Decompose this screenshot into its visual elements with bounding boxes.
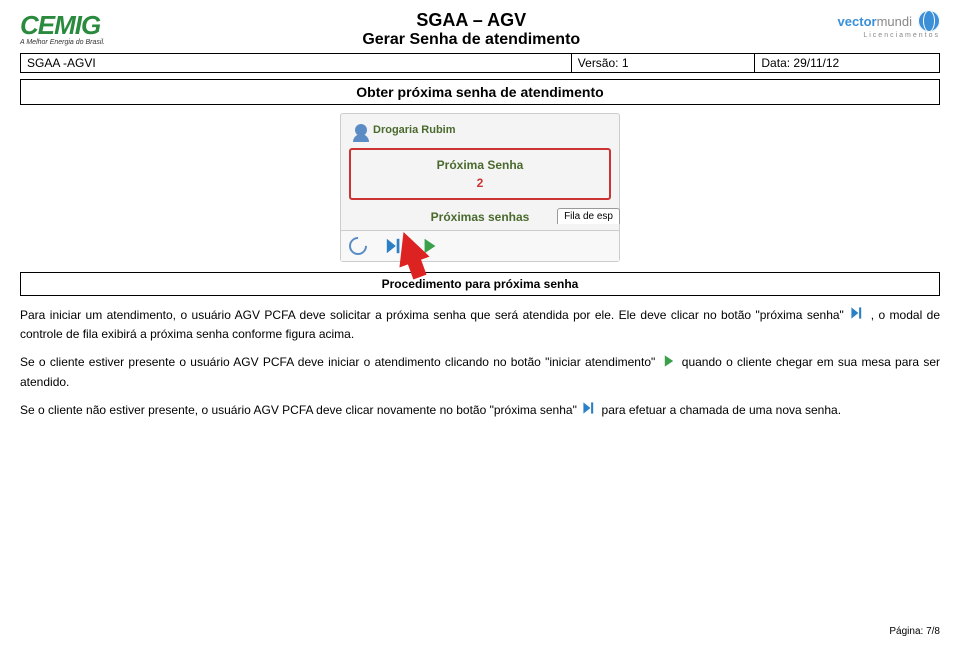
- start-inline-icon: [662, 354, 676, 373]
- proxima-senha-number: 2: [351, 176, 609, 190]
- page-header: CEMIG A Melhor Energia do Brasil. SGAA –…: [20, 10, 940, 49]
- screenshot-region: Drogaria Rubim Próxima Senha 2 Próximas …: [20, 113, 940, 262]
- meta-version: Versão: 1: [572, 54, 756, 72]
- refresh-icon[interactable]: [345, 233, 370, 258]
- vector-word: vector: [838, 14, 877, 29]
- title-line-1: SGAA – AGV: [105, 10, 838, 31]
- title-line-2: Gerar Senha de atendimento: [105, 31, 838, 49]
- meta-system: SGAA -AGVI: [21, 54, 572, 72]
- logo-right: vectormundi Licenciamentos: [838, 10, 940, 39]
- proxima-senha-label: Próxima Senha: [351, 158, 609, 172]
- user-row: Drogaria Rubim: [341, 120, 619, 140]
- app-panel: Drogaria Rubim Próxima Senha 2 Próximas …: [340, 113, 620, 262]
- p1-text-a: Para iniciar um atendimento, o usuário A…: [20, 308, 848, 322]
- p3-text-a: Se o cliente não estiver presente, o usu…: [20, 403, 580, 417]
- logo-left: CEMIG A Melhor Energia do Brasil.: [20, 10, 105, 46]
- meta-row: SGAA -AGVI Versão: 1 Data: 29/11/12: [20, 53, 940, 73]
- proxima-senha-box: Próxima Senha 2: [349, 148, 611, 200]
- cemig-tagline: A Melhor Energia do Brasil.: [20, 39, 105, 46]
- cemig-logo-text: CEMIG: [20, 10, 100, 41]
- next-senha-inline-icon: [850, 306, 864, 325]
- paragraph-2: Se o cliente estiver presente o usuário …: [20, 353, 940, 390]
- red-arrow-annotation: [388, 226, 429, 267]
- mundi-word: mundi: [877, 14, 912, 29]
- user-icon: [355, 124, 367, 136]
- next-senha-inline-icon-2: [582, 401, 596, 420]
- section-title: Obter próxima senha de atendimento: [20, 79, 940, 105]
- doc-title: SGAA – AGV Gerar Senha de atendimento: [105, 10, 838, 49]
- meta-date: Data: 29/11/12: [755, 54, 939, 72]
- fila-tab[interactable]: Fila de esp: [557, 208, 620, 224]
- p3-text-b: para efetuar a chamada de uma nova senha…: [602, 403, 842, 417]
- user-name: Drogaria Rubim: [373, 124, 456, 136]
- page-footer: Página: 7/8: [889, 626, 940, 637]
- paragraph-1: Para iniciar um atendimento, o usuário A…: [20, 306, 940, 343]
- paragraph-3: Se o cliente não estiver presente, o usu…: [20, 401, 940, 420]
- licenciamentos-label: Licenciamentos: [838, 32, 940, 39]
- globe-icon: [918, 10, 940, 32]
- toolbar: [341, 230, 619, 261]
- p2-text-a: Se o cliente estiver presente o usuário …: [20, 355, 660, 369]
- body-text: Para iniciar um atendimento, o usuário A…: [20, 306, 940, 420]
- procedure-title: Procedimento para próxima senha: [20, 272, 940, 296]
